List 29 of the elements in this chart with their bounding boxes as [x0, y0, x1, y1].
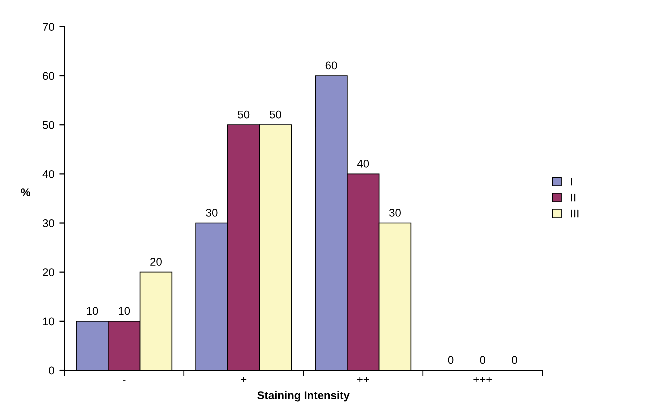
data-label: 50 [238, 110, 250, 119]
legend-label: III [571, 210, 579, 218]
x-tick-label: +++ [474, 377, 492, 382]
y-tick-label: 60 [43, 72, 54, 80]
y-tick-label: 40 [42, 170, 54, 178]
y-axis-title: % [21, 188, 30, 196]
x-tick-label: ++ [357, 377, 370, 382]
data-label: 60 [326, 62, 338, 70]
y-tick-label: 10 [43, 318, 54, 326]
y-tick-label: 20 [43, 268, 54, 276]
data-label: 30 [206, 209, 218, 217]
data-label: 0 [480, 356, 486, 364]
y-tick-label: 30 [42, 220, 54, 228]
legend-label: II [571, 194, 576, 202]
x-tick-label: + [241, 377, 247, 382]
data-label: 40 [357, 160, 370, 168]
data-label: 0 [448, 356, 454, 364]
data-label: 50 [270, 110, 282, 119]
x-axis-title: Staining Intensity [258, 391, 350, 402]
y-tick-label: 70 [43, 23, 54, 32]
data-label: 30 [389, 209, 401, 217]
legend-label: I [571, 178, 572, 186]
x-tick-label: - [123, 380, 126, 381]
y-tick-label: 50 [42, 121, 54, 130]
data-label: 10 [87, 307, 98, 316]
data-label: 10 [119, 307, 130, 316]
data-label: 0 [512, 356, 518, 364]
y-tick-label: 0 [49, 366, 54, 375]
data-label: 20 [150, 258, 162, 266]
